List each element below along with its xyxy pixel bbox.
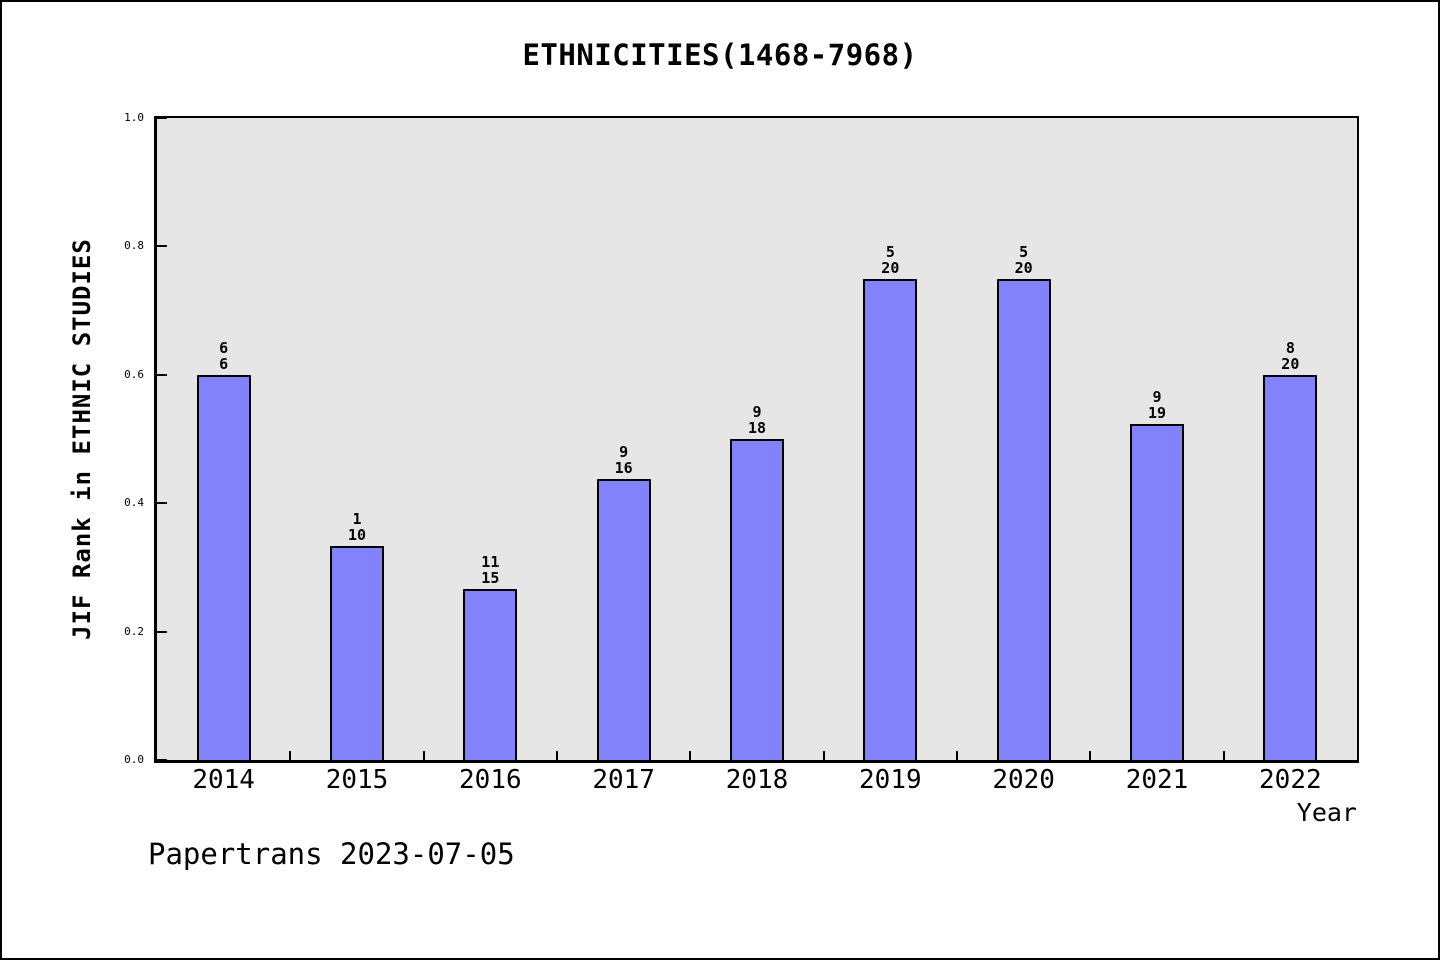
bar-value-label: 5 20 [830,244,950,276]
x-axis-tick [689,751,692,760]
bar-total-value: 20 [881,259,900,277]
bar [463,589,518,760]
bar-value-label: 1 10 [297,511,417,543]
bar-rank-value: 9 [1152,388,1162,406]
bar-rank-value: 8 [1285,339,1295,357]
x-axis-category-label: 2019 [859,765,922,795]
x-axis-tick [422,751,425,760]
bar [996,279,1051,760]
chart-title: ETHNICITIES(1468-7968) [522,38,918,72]
bar-rank-value: 1 [352,510,362,528]
x-axis-label: Year [1296,798,1357,827]
y-axis-tick-label: 1.0 [124,111,144,124]
x-axis-category-label: 2022 [1259,765,1322,795]
x-axis-tick [556,751,558,760]
bar-rank-value: 9 [752,403,762,421]
bar [1263,375,1318,760]
bar-value-label: 5 20 [964,244,1084,276]
x-axis-tick [289,751,292,760]
bar-total-value: 10 [347,526,367,544]
bar-total-value: 6 [219,355,229,373]
y-axis-tick [157,373,167,376]
footer-note: Papertrans 2023-07-05 [148,837,515,871]
x-axis-category-label: 2018 [725,765,789,795]
plot-content: 0.0 0.2 0.4 0.6 0.8 1.0 6 6 2014 1 10 2015 11 15 2016 9… [124,112,1357,795]
x-axis-category-label: 2020 [992,765,1055,795]
bar-total-value: 15 [481,569,500,587]
bar-rank-value: 9 [619,443,629,461]
bar [196,375,251,760]
x-axis-tick [822,751,825,760]
x-axis-category-label: 2016 [459,765,522,795]
x-axis-category-label: 2014 [192,765,255,795]
y-axis-tick [157,502,167,505]
bar-value-label: 9 19 [1097,389,1217,421]
bar-value-label: 9 18 [697,404,817,436]
y-axis-tick [157,245,167,248]
bar-rank-value: 11 [481,553,500,571]
x-axis-tick [1222,751,1225,760]
bar-total-value: 20 [1014,259,1033,277]
y-axis-tick-label: 0.2 [124,624,144,638]
bar-total-value: 19 [1147,404,1167,422]
y-axis-tick-label: 0.0 [124,753,144,766]
bar-value-label: 8 20 [1230,340,1350,372]
y-axis-tick-label: 0.4 [124,496,144,510]
bar [863,279,918,760]
y-axis-tick-label: 0.8 [124,239,144,253]
bar [1130,424,1184,760]
bar-rank-value: 6 [219,339,229,357]
bar [330,546,384,760]
bar-rank-value: 5 [885,243,895,261]
bar-value-label: 11 15 [430,554,550,586]
x-axis-category-label: 2015 [325,765,389,795]
bar-total-value: 16 [614,459,633,477]
y-axis-tick-label: 0.6 [124,367,144,381]
x-axis-category-label: 2021 [1125,765,1189,795]
y-axis-label: JIF Rank in ETHNIC STUDIES [68,238,96,640]
y-axis-tick [157,117,167,119]
x-axis-tick [956,751,958,760]
bar-total-value: 18 [747,419,767,437]
bar [730,439,784,760]
bar-total-value: 20 [1281,355,1300,373]
bar-rank-value: 5 [1019,243,1029,261]
y-axis-tick [157,759,167,761]
bar [596,479,651,760]
x-axis-category-label: 2017 [592,765,655,795]
y-axis-tick [157,630,167,633]
bar-value-label: 9 16 [564,444,684,476]
x-axis-tick [1089,751,1092,760]
